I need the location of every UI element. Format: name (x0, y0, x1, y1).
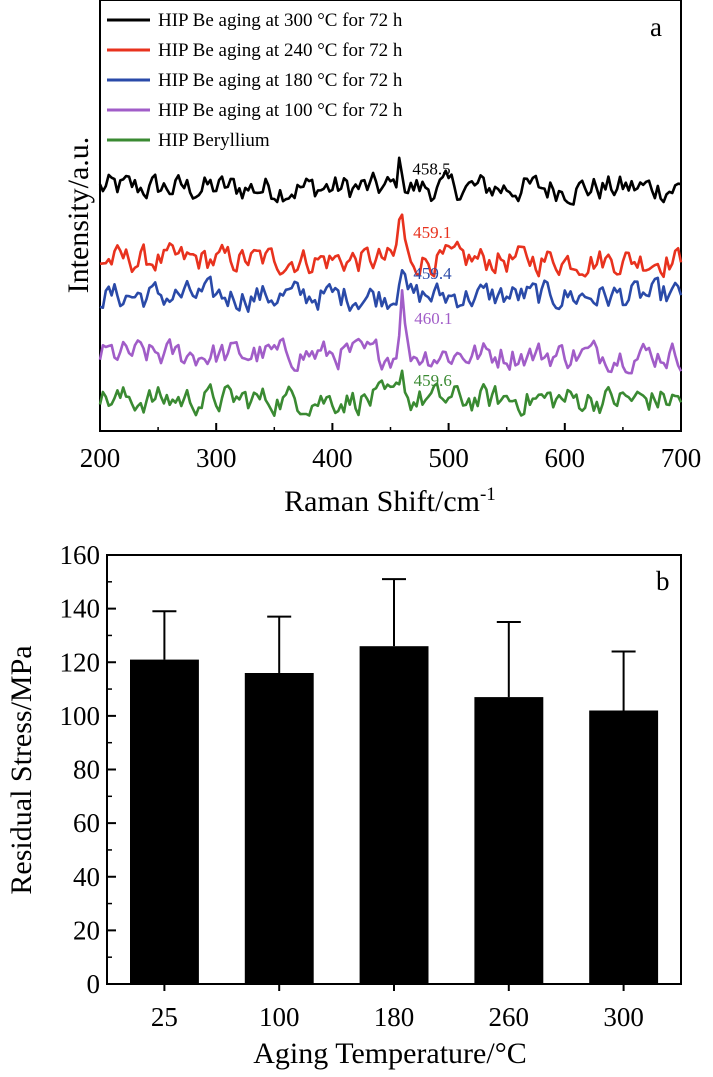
bar (474, 697, 544, 984)
panel-b-x-tick-label: 300 (603, 1002, 644, 1032)
panel-b: 0 20 40 60 80 100 120 140 160 25 100 180 260 300 b R… (5, 540, 682, 1070)
peak-label: 458.5 (412, 159, 450, 178)
panel-b-y-tick-label: 120 (60, 647, 101, 677)
legend-entry: HIP Beryllium (158, 130, 270, 151)
panel-b-y-tick-label: 100 (60, 701, 101, 731)
panel-a-x-tick-label: 400 (312, 443, 353, 473)
panel-a-legend: HIP Be aging at 300 °C for 72 h HIP Be ag… (107, 10, 403, 151)
panel-a-x-tick-label: 500 (428, 443, 469, 473)
panel-a-x-tick-label: 300 (196, 443, 237, 473)
panel-a-label: a (650, 12, 662, 42)
spectrum-line (98, 369, 683, 418)
legend-entry: HIP Be aging at 180 °C for 72 h (158, 70, 403, 91)
panel-b-x-tick-label: 25 (151, 1002, 178, 1032)
panel-a-peak-labels: 458.5 459.1 459.4 460.1 459.6 (412, 159, 452, 390)
panel-a-x-ticks: 200 300 400 500 600 700 (80, 423, 702, 473)
panel-a-y-axis-label: Intensity/a.u. (62, 137, 95, 294)
panel-b-y-tick-label: 0 (87, 969, 101, 999)
spectrum-line (99, 213, 683, 279)
panel-a-x-tick-label: 200 (80, 443, 121, 473)
panel-a-x-axis-label: Raman Shift/cm-1 (284, 484, 496, 518)
panel-a-x-tick-label: 700 (661, 443, 702, 473)
legend-entry: HIP Be aging at 300 °C for 72 h (158, 10, 403, 31)
panel-a-x-axis-label-main: Raman Shift/cm (284, 485, 480, 518)
legend-entry: HIP Be aging at 240 °C for 72 h (158, 40, 403, 61)
panel-b-label: b (656, 566, 670, 596)
panel-b-x-tick-label: 180 (374, 1002, 415, 1032)
panel-b-y-tick-label: 160 (60, 540, 101, 570)
legend-entry: HIP Be aging at 100 °C for 72 h (158, 100, 403, 121)
spectrum-line (98, 288, 683, 375)
spectrum-line (98, 156, 682, 206)
panel-b-bars (130, 578, 659, 984)
panel-b-x-tick-label: 100 (259, 1002, 300, 1032)
bar (359, 646, 429, 984)
peak-label: 459.1 (413, 223, 451, 242)
panel-b-y-tick-label: 80 (73, 755, 100, 785)
panel-b-y-tick-label: 20 (73, 915, 100, 945)
bar (244, 673, 314, 984)
bar (130, 659, 199, 984)
panel-b-y-tick-label: 60 (73, 808, 100, 838)
panel-b-x-ticks: 25 100 180 260 300 (151, 984, 644, 1032)
panel-b-y-tick-label: 140 (60, 594, 101, 624)
panel-a-x-axis-label-superscript: -1 (480, 484, 496, 505)
panel-b-y-axis-label: Residual Stress/MPa (5, 645, 38, 894)
peak-label: 459.4 (413, 264, 452, 283)
panel-a: 458.5 459.1 459.4 460.1 459.6 HIP Be aging a… (62, 0, 701, 518)
peak-label: 459.6 (414, 371, 452, 390)
panel-b-y-ticks: 0 20 40 60 80 100 120 140 160 (60, 540, 116, 999)
panel-b-x-axis-label: Aging Temperature/°C (253, 1037, 526, 1070)
bar (589, 710, 659, 984)
panel-a-x-tick-label: 600 (545, 443, 586, 473)
panel-a-spectra (98, 156, 683, 418)
spectrum-line (99, 268, 683, 313)
panel-b-x-tick-label: 260 (489, 1002, 530, 1032)
panel-b-y-tick-label: 40 (73, 862, 100, 892)
peak-label: 460.1 (414, 309, 452, 328)
